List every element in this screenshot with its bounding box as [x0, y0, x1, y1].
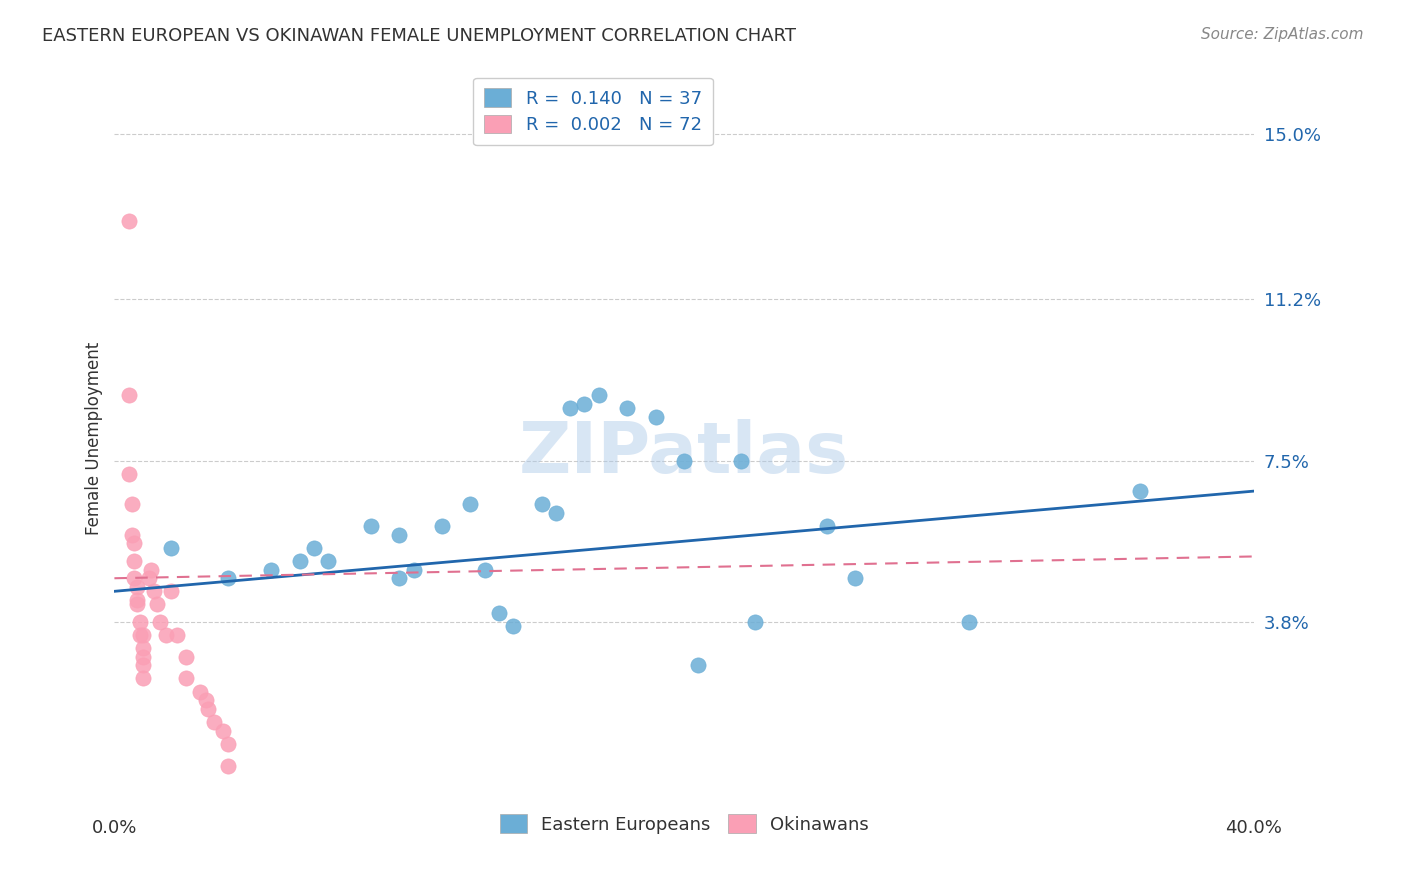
Point: [688, 658, 710, 673]
Point: [217, 571, 239, 585]
Point: [124, 536, 146, 550]
Point: [288, 554, 311, 568]
Point: [166, 628, 188, 642]
Point: [127, 580, 149, 594]
Point: [530, 497, 553, 511]
Point: [160, 584, 183, 599]
Point: [132, 672, 155, 686]
Point: [138, 571, 160, 585]
Text: Source: ZipAtlas.com: Source: ZipAtlas.com: [1201, 27, 1364, 42]
Point: [121, 527, 143, 541]
Point: [132, 640, 155, 655]
Point: [588, 388, 610, 402]
Point: [127, 598, 149, 612]
Point: [560, 401, 582, 416]
Point: [1129, 484, 1152, 499]
Point: [132, 628, 155, 642]
Point: [129, 628, 152, 642]
Point: [360, 519, 382, 533]
Point: [474, 562, 496, 576]
Point: [502, 619, 524, 633]
Point: [124, 554, 146, 568]
Point: [616, 401, 638, 416]
Point: [132, 649, 155, 664]
Point: [143, 584, 166, 599]
Point: [146, 598, 169, 612]
Point: [132, 658, 155, 673]
Point: [402, 562, 425, 576]
Point: [118, 467, 141, 481]
Point: [217, 758, 239, 772]
Legend: Eastern Europeans, Okinawans: Eastern Europeans, Okinawans: [489, 804, 880, 845]
Point: [121, 497, 143, 511]
Text: ZIPatlas: ZIPatlas: [519, 419, 849, 488]
Point: [388, 527, 411, 541]
Point: [217, 737, 239, 751]
Text: EASTERN EUROPEAN VS OKINAWAN FEMALE UNEMPLOYMENT CORRELATION CHART: EASTERN EUROPEAN VS OKINAWAN FEMALE UNEM…: [42, 27, 796, 45]
Point: [744, 615, 766, 629]
Point: [957, 615, 980, 629]
Point: [188, 684, 211, 698]
Point: [673, 453, 696, 467]
Point: [815, 519, 838, 533]
Point: [202, 714, 225, 729]
Point: [149, 615, 172, 629]
Point: [197, 702, 219, 716]
Point: [574, 397, 596, 411]
Point: [644, 410, 666, 425]
Point: [124, 571, 146, 585]
Point: [544, 506, 567, 520]
Point: [730, 453, 752, 467]
Point: [316, 554, 339, 568]
Point: [155, 628, 177, 642]
Point: [488, 606, 510, 620]
Y-axis label: Female Unemployment: Female Unemployment: [86, 343, 103, 535]
Point: [260, 562, 283, 576]
Point: [174, 672, 197, 686]
Point: [141, 562, 163, 576]
Point: [302, 541, 325, 555]
Point: [430, 519, 453, 533]
Point: [388, 571, 411, 585]
Point: [160, 541, 183, 555]
Point: [174, 649, 197, 664]
Point: [118, 214, 141, 228]
Point: [129, 615, 152, 629]
Point: [460, 497, 482, 511]
Point: [211, 723, 233, 738]
Point: [127, 593, 149, 607]
Point: [844, 571, 866, 585]
Point: [118, 388, 141, 402]
Point: [194, 693, 217, 707]
